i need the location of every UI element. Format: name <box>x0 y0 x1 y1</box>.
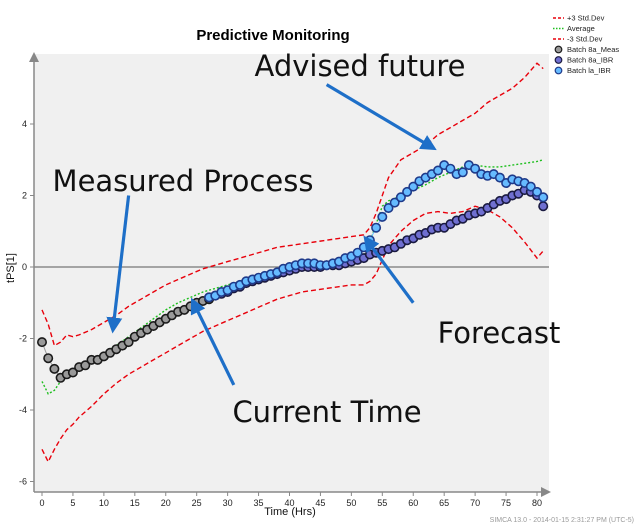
series-line-3-std-dev <box>41 205 544 464</box>
data-point-batch-la-ibr <box>432 165 443 176</box>
data-point-batch-la-ibr <box>371 222 382 233</box>
annotation-label-forecast: Forecast <box>438 316 561 350</box>
annotations: Advised future Measured Process Forecast Cu… <box>53 49 561 429</box>
legend-swatch-batch-8a-ibr <box>554 56 563 64</box>
data-point-batch-la-ibr <box>402 186 413 197</box>
y-axis-arrowhead <box>29 52 39 62</box>
x-tick-label: 75 <box>501 498 511 508</box>
x-tick-label: 65 <box>439 498 449 508</box>
annotation-label-measured-process: Measured Process <box>53 164 314 198</box>
x-tick-label: 25 <box>192 498 202 508</box>
footer-text: SIMCA 13.0 - 2014-01-15 2:31:27 PM (UTC-… <box>490 517 634 524</box>
data-point-batch-8a-ibr <box>538 201 549 212</box>
legend-swatch-batch-8a-meas <box>554 45 563 54</box>
x-tick-label: 40 <box>284 498 294 508</box>
series-line-3-std-dev <box>41 62 544 347</box>
data-point-batch-la-ibr <box>470 163 481 174</box>
y-tick-label: -4 <box>19 405 27 415</box>
x-tick-label: 15 <box>130 498 140 508</box>
y-tick-label: -2 <box>19 334 27 344</box>
x-tick-label: 30 <box>223 498 233 508</box>
data-point-batch-8a-meas <box>80 360 91 371</box>
data-point-batch-8a-meas <box>36 337 47 348</box>
data-point-batch-la-ibr <box>377 211 388 222</box>
y-axis-ticks: -6 -4 -2 0 2 4 <box>19 119 34 487</box>
y-tick-label: -6 <box>19 477 27 487</box>
legend-label-batch-la-ibr: Batch la_IBR <box>567 66 611 75</box>
annotation-arrow-measured-process <box>106 195 131 334</box>
axes <box>29 52 551 497</box>
x-tick-label: 45 <box>315 498 325 508</box>
x-tick-label: 55 <box>377 498 387 508</box>
data-point-batch-la-ibr <box>358 242 369 253</box>
data-point-batch-la-ibr <box>445 163 456 174</box>
chart-title: Predictive Monitoring <box>196 27 349 44</box>
x-tick-label: 35 <box>254 498 264 508</box>
data-point-batch-la-ibr <box>538 192 549 203</box>
x-axis-arrowhead <box>541 487 551 497</box>
data-point-batch-8a-meas <box>123 337 134 348</box>
y-tick-label: 4 <box>22 119 27 129</box>
data-point-batch-la-ibr <box>352 247 363 258</box>
annotation-arrow-current-time <box>190 297 236 386</box>
data-point-batch-la-ibr <box>525 181 536 192</box>
annotation-arrow-forecast <box>363 235 415 304</box>
x-axis-ticks: 0 5 10 15 20 25 30 35 40 45 50 55 60 65 70 75 80 <box>39 492 542 508</box>
legend-label-average: Average <box>567 24 595 33</box>
legend-swatch-batch-la-ibr <box>554 66 563 75</box>
x-tick-label: 60 <box>408 498 418 508</box>
x-tick-label: 5 <box>70 498 75 508</box>
data-point-batch-8a-meas <box>43 353 54 364</box>
x-tick-label: 20 <box>161 498 171 508</box>
legend-label-batch-8a-ibr: Batch 8a_IBR <box>567 56 614 65</box>
data-point-batch-la-ibr <box>389 197 400 208</box>
data-point-batch-la-ibr <box>408 181 419 192</box>
data-point-batch-la-ibr <box>531 186 542 197</box>
annotation-label-advised-future: Advised future <box>254 49 465 83</box>
x-tick-label: 0 <box>39 498 44 508</box>
annotation-label-current-time: Current Time <box>232 395 421 429</box>
data-point-batch-8a-meas <box>67 367 78 378</box>
annotation-arrow-advised-future <box>325 83 437 151</box>
data-point-batch-la-ibr <box>383 203 394 214</box>
data-point-batch-8a-meas <box>49 363 60 374</box>
legend-label-3-std-dev: -3 Std.Dev <box>567 35 603 44</box>
x-tick-label: 70 <box>470 498 480 508</box>
legend-label-3-std-dev: +3 Std.Dev <box>567 14 605 23</box>
data-point-batch-la-ibr <box>494 172 505 183</box>
x-axis-label: Time (Hrs) <box>264 506 316 518</box>
y-axis-label: tPS[1] <box>5 253 17 283</box>
x-tick-label: 80 <box>532 498 542 508</box>
x-tick-label: 10 <box>99 498 109 508</box>
data-point-batch-la-ibr <box>395 192 406 203</box>
y-tick-label: 2 <box>22 191 27 201</box>
y-tick-label: 0 <box>22 262 27 272</box>
x-tick-label: 50 <box>346 498 356 508</box>
legend-label-batch-8a-meas: Batch 8a_Meas <box>567 45 619 54</box>
data-point-batch-la-ibr <box>457 167 468 178</box>
